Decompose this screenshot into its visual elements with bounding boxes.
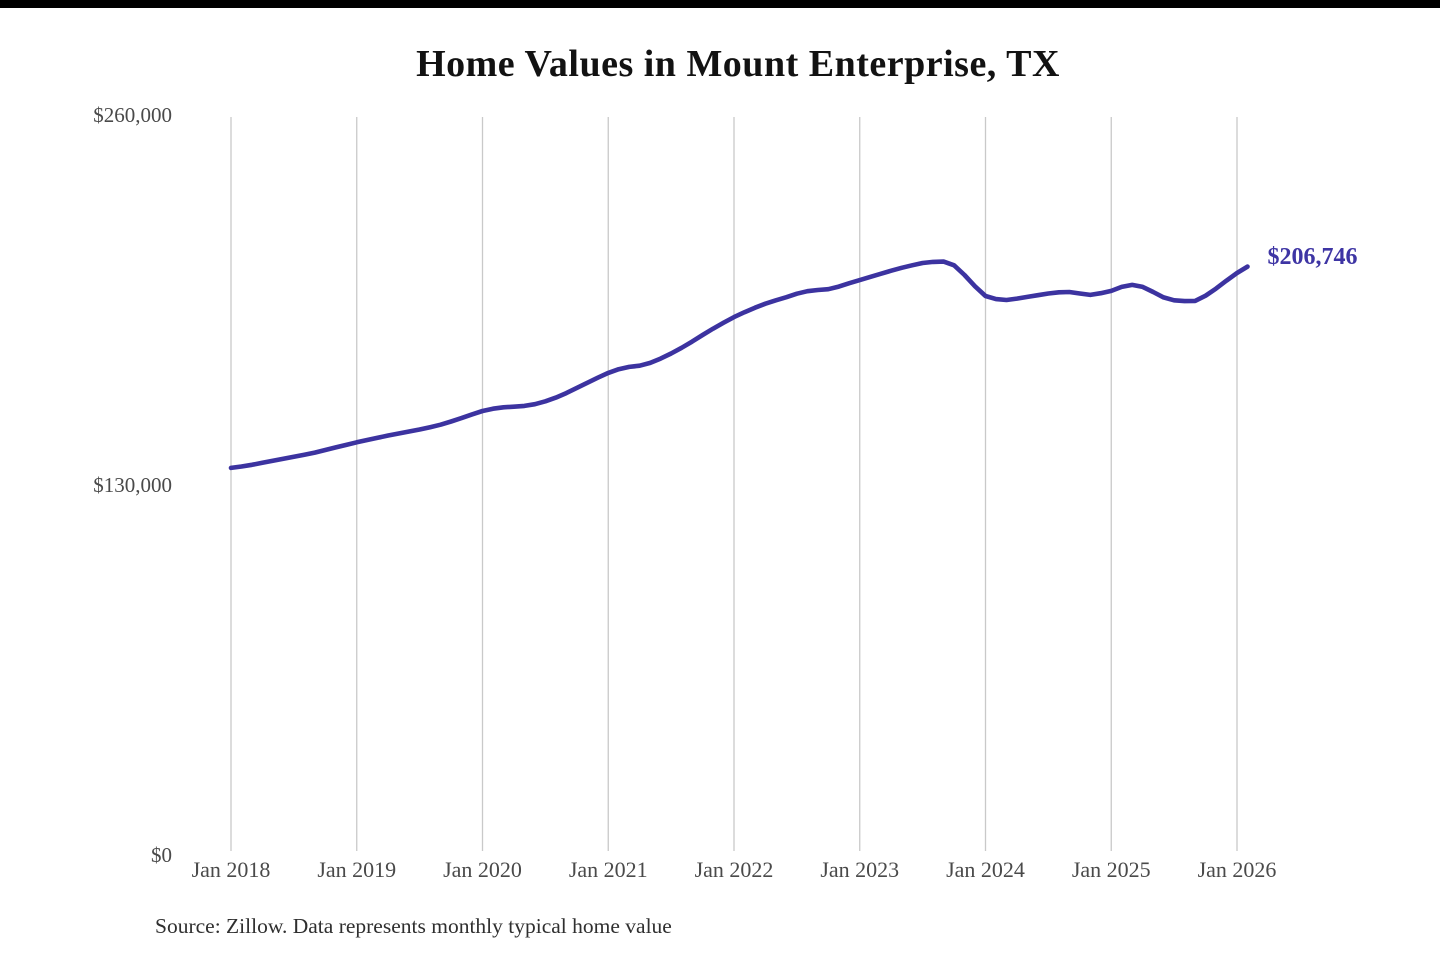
x-axis-label: Jan 2025 (1071, 857, 1151, 882)
x-axis-label: Jan 2018 (191, 857, 271, 882)
x-axis-label: Jan 2021 (568, 857, 648, 882)
y-axis-label: $260,000 (93, 103, 172, 127)
x-axis-label: Jan 2026 (1197, 857, 1277, 882)
home-value-line (228, 259, 1250, 471)
chart-title: Home Values in Mount Enterprise, TX (416, 43, 1060, 85)
x-axis-label: Jan 2020 (443, 857, 522, 882)
source-note: Source: Zillow. Data represents monthly … (155, 914, 672, 938)
x-axis-label: Jan 2023 (820, 857, 900, 882)
x-axis-label: Jan 2019 (317, 857, 397, 882)
latest-value-label: $206,746 (1267, 243, 1358, 270)
x-axis-label: Jan 2024 (946, 857, 1025, 882)
top-border-bar (0, 0, 1440, 8)
x-axis-label: Jan 2022 (694, 857, 774, 882)
y-axis-label: $130,000 (93, 473, 172, 497)
y-axis-label: $0 (151, 843, 172, 867)
